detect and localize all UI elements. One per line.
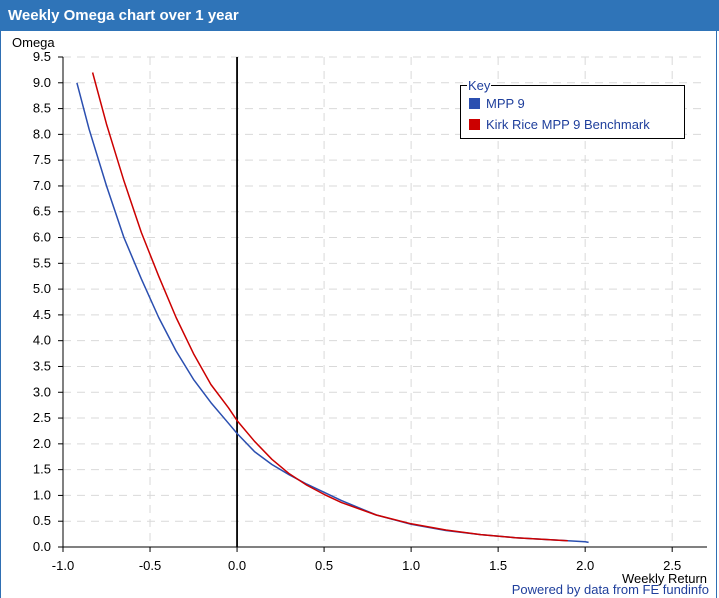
x-tick-label: 1.5	[489, 558, 507, 573]
y-tick-label: 1.5	[33, 462, 51, 477]
y-tick-label: 7.5	[33, 152, 51, 167]
y-tick-label: 6.0	[33, 230, 51, 245]
x-tick-label: 1.0	[402, 558, 420, 573]
x-tick-label: 2.0	[576, 558, 594, 573]
legend-swatch-mpp9	[469, 98, 480, 109]
y-tick-label: 0.5	[33, 513, 51, 528]
x-tick-label: 0.5	[315, 558, 333, 573]
y-tick-label: 0.0	[33, 539, 51, 554]
y-tick-label: 3.0	[33, 384, 51, 399]
x-axis-label: Weekly Return	[622, 571, 707, 586]
x-tick-label: 2.5	[663, 558, 681, 573]
axes	[58, 56, 707, 552]
tick-labels: 0.0 0.5 1.0 1.5 2.0 2.5 3.0 3.5 4.0 4.5 5.0 5.5 6.0 6…	[33, 49, 681, 573]
legend-label-benchmark: Kirk Rice MPP 9 Benchmark	[486, 117, 650, 132]
legend: Key MPP 9 Kirk Rice MPP 9 Benchmark	[460, 78, 685, 139]
y-tick-label: 1.0	[33, 487, 51, 502]
series-line-mpp9	[76, 82, 589, 544]
y-tick-label: 5.0	[33, 281, 51, 296]
x-tick-label: -1.0	[52, 558, 74, 573]
x-tick-label: -0.5	[139, 558, 161, 573]
legend-item-mpp9: MPP 9	[469, 96, 525, 112]
series-line-benchmark	[91, 72, 568, 542]
y-tick-label: 9.5	[33, 49, 51, 64]
y-tick-label: 7.0	[33, 178, 51, 193]
y-tick-label: 3.5	[33, 358, 51, 373]
y-tick-label: 8.0	[33, 126, 51, 141]
legend-title: Key	[467, 78, 492, 93]
chart-title: Weekly Omega chart over 1 year	[8, 7, 239, 24]
legend-label-mpp9: MPP 9	[486, 96, 525, 111]
credit-link[interactable]: Powered by data from FE fundinfo	[511, 582, 709, 597]
y-tick-label: 2.5	[33, 410, 51, 425]
y-tick-label: 5.5	[33, 255, 51, 270]
y-axis-label: Omega	[12, 35, 55, 50]
chart-title-bar: Weekly Omega chart over 1 year	[0, 0, 719, 31]
legend-item-benchmark: Kirk Rice MPP 9 Benchmark	[469, 117, 650, 133]
y-tick-label: 4.5	[33, 307, 51, 322]
y-tick-label: 8.5	[33, 101, 51, 116]
legend-swatch-benchmark	[469, 119, 480, 130]
y-tick-label: 6.5	[33, 204, 51, 219]
y-tick-label: 2.0	[33, 436, 51, 451]
x-tick-label: 0.0	[228, 558, 246, 573]
series-lines	[76, 72, 589, 544]
y-tick-label: 4.0	[33, 333, 51, 348]
y-tick-label: 9.0	[33, 75, 51, 90]
